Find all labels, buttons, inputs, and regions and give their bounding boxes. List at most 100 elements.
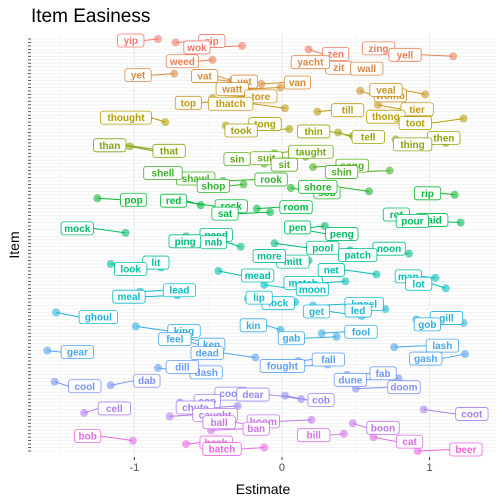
point-label-box (311, 352, 345, 367)
point-label-box (158, 332, 192, 347)
data-point (236, 242, 245, 251)
point-label-text: get (309, 307, 325, 318)
point-label: thatch (207, 96, 254, 111)
point-label-box (295, 282, 330, 297)
point-label-text: dear (242, 390, 263, 401)
data-point (365, 187, 374, 196)
point-label-text: red (166, 196, 182, 207)
point-label-box (224, 123, 258, 138)
data-point (341, 277, 350, 286)
point-label: beer (449, 442, 483, 457)
point-label-text: tell (361, 132, 376, 143)
point-label: gear (60, 345, 95, 359)
data-point (339, 429, 348, 438)
point-label-box (97, 401, 131, 416)
data-point (257, 80, 266, 89)
point-label: shell (143, 166, 183, 180)
point-label-text: lash (432, 341, 452, 352)
leader-line (100, 435, 133, 442)
data-point (276, 83, 285, 92)
point-label-text: took (231, 126, 253, 137)
leader-line (394, 345, 427, 348)
point-label-box (297, 124, 331, 139)
point-label-box (297, 428, 331, 443)
point-label: than (93, 138, 127, 153)
point-label-text: more (257, 252, 282, 263)
leader-line (304, 336, 337, 339)
point-label-text: fought (267, 361, 299, 372)
point-label: lip (245, 290, 273, 305)
point-label-text: tore (251, 92, 270, 103)
point-label-text: toot (406, 119, 426, 130)
point-label-text: pool (312, 243, 333, 254)
point-label: dead (190, 346, 224, 360)
point-label-text: ping (175, 237, 196, 248)
point-label-box (302, 304, 331, 319)
point-label-text: feel (166, 335, 183, 346)
point-label-text: king (174, 326, 195, 337)
point-label-box (190, 346, 224, 360)
data-point (286, 183, 295, 192)
point-label-text: gash (414, 354, 437, 365)
point-label: pour (395, 214, 429, 228)
point-label-box (93, 138, 127, 153)
point-label: yell (388, 47, 422, 62)
point-label-box (395, 214, 429, 228)
point-label: top (174, 95, 202, 110)
point-label-text: rook (260, 175, 282, 186)
point-label-box (199, 235, 228, 250)
point-label: lot (405, 276, 433, 291)
point-label-text: yip (124, 36, 138, 47)
point-label-box (425, 338, 459, 353)
data-point (441, 284, 450, 293)
point-label: ball (202, 415, 236, 430)
point-label-text: pen (289, 223, 307, 234)
data-point (450, 190, 459, 199)
point-label-box (344, 324, 378, 339)
point-label-box (413, 186, 442, 201)
point-label-text: vat (197, 72, 212, 83)
point-label: bob (74, 429, 102, 444)
point-label-text: veal (376, 85, 396, 96)
point-label-box (369, 82, 403, 97)
point-label: watt (215, 82, 249, 96)
point-label-box (241, 268, 275, 283)
point-label-text: dab (138, 376, 156, 387)
point-label-text: wall (356, 64, 376, 75)
leader-line (344, 269, 377, 275)
point-label-box (330, 103, 365, 118)
point-label-box (112, 289, 146, 304)
point-label-box (298, 179, 338, 194)
data-point (233, 401, 242, 410)
point-label-box (400, 102, 434, 117)
point-label-box (325, 227, 359, 241)
point-label-box (236, 387, 270, 402)
point-label: thing (392, 137, 433, 152)
point-label-box (223, 152, 251, 167)
point-label-text: zing (369, 44, 389, 55)
point-label-box (324, 165, 359, 179)
point-label-box (215, 82, 249, 96)
point-label-box (317, 263, 345, 277)
point-label-text: thong (372, 112, 400, 123)
point-label-text: zen (327, 49, 344, 60)
leader-line (355, 386, 388, 390)
point-label-box (207, 96, 254, 111)
point-label: that (152, 143, 186, 158)
point-label-box (252, 249, 286, 263)
point-label-box (277, 331, 305, 346)
point-label: thought (100, 110, 152, 125)
point-label-box (387, 380, 421, 395)
point-label: yet (124, 68, 152, 83)
data-point (461, 350, 469, 359)
data-point (317, 329, 326, 338)
point-label-text: beer (455, 445, 476, 456)
data-point (170, 69, 179, 78)
point-label-text: batch (209, 445, 236, 456)
point-label-text: watt (221, 84, 243, 95)
point-label: bill (297, 428, 331, 443)
point-label-text: zip (205, 36, 219, 47)
point-label: cool (68, 379, 102, 394)
point-label: cob (307, 393, 335, 408)
point-label: peng (325, 227, 359, 241)
